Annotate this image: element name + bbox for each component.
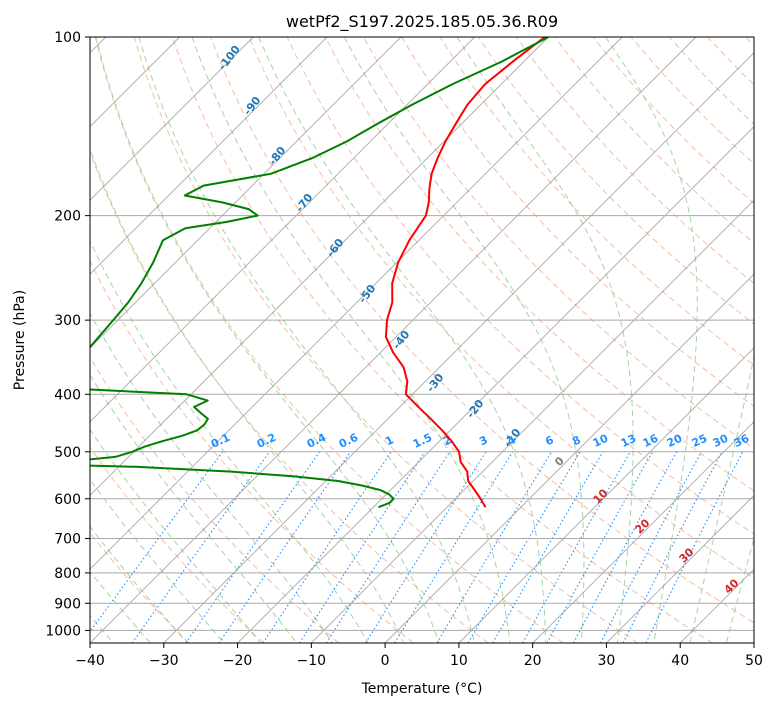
moist-adiabat bbox=[456, 37, 634, 643]
moist-adiabat bbox=[90, 478, 225, 643]
y-tick-label: 600 bbox=[54, 492, 81, 508]
mixing-ratio-line bbox=[436, 451, 553, 643]
y-tick-label: 800 bbox=[54, 566, 81, 582]
isotherm bbox=[90, 37, 402, 349]
mixing-ratio-label: 30 bbox=[711, 432, 731, 450]
dry-adiabat bbox=[401, 37, 754, 407]
y-tick-label: 300 bbox=[54, 313, 81, 329]
isotherm bbox=[458, 347, 754, 643]
mixing-ratio-label: 16 bbox=[641, 432, 661, 450]
isotherm bbox=[384, 273, 754, 643]
moist-adiabat bbox=[343, 37, 585, 643]
y-tick-label: 700 bbox=[54, 532, 81, 548]
isotherm bbox=[310, 199, 754, 643]
y-axis: 100 200 300 400 500 600 700 800 900 1000 bbox=[45, 30, 90, 639]
isotherm bbox=[163, 52, 754, 643]
profiles bbox=[90, 37, 549, 509]
mixing-ratio-line bbox=[131, 451, 271, 643]
moist-adiabat bbox=[90, 312, 333, 643]
dry-adiabat bbox=[90, 446, 265, 643]
dry-adiabat bbox=[516, 37, 754, 285]
moist-adiabat bbox=[258, 37, 547, 643]
dewpoint-profile bbox=[90, 37, 549, 509]
temperature-profile bbox=[384, 37, 546, 508]
x-tick-label: 50 bbox=[745, 653, 763, 669]
mixing-ratio-label: 20 bbox=[665, 432, 685, 450]
background-lines bbox=[90, 37, 754, 643]
y-tick-label: 400 bbox=[54, 387, 81, 403]
mixing-ratio-line bbox=[394, 451, 514, 643]
moist-adiabat bbox=[605, 37, 698, 643]
dry-adiabat bbox=[324, 37, 754, 492]
x-tick-label: 30 bbox=[598, 653, 616, 669]
x-axis: −40 −30 −20 −10 0 10 20 30 40 50 bbox=[75, 643, 763, 669]
x-tick-label: −10 bbox=[297, 653, 327, 669]
grid-lines bbox=[90, 37, 754, 643]
y-axis-label: Pressure (hPa) bbox=[12, 290, 28, 390]
x-axis-label: Temperature (°C) bbox=[361, 681, 483, 697]
moist-adiabat bbox=[94, 37, 440, 643]
mixing-ratio-line bbox=[492, 451, 604, 643]
isotherm bbox=[90, 37, 328, 275]
x-tick-label: 40 bbox=[671, 653, 689, 669]
mixing-ratio-line bbox=[365, 451, 487, 643]
x-tick-label: 0 bbox=[381, 653, 390, 669]
x-tick-label: −40 bbox=[75, 653, 105, 669]
y-tick-label: 100 bbox=[54, 30, 81, 46]
dry-adiabat bbox=[95, 37, 564, 643]
isotherm bbox=[237, 125, 754, 643]
mixing-ratio-line bbox=[218, 451, 351, 643]
y-tick-label: 1000 bbox=[45, 623, 81, 639]
mixing-ratio-label: 10 bbox=[591, 432, 611, 450]
moist-adiabat bbox=[191, 37, 511, 643]
dry-adiabat bbox=[630, 37, 754, 165]
moist-adiabat bbox=[90, 428, 261, 643]
isotherm bbox=[90, 37, 476, 423]
mixing-ratio-label: 36 bbox=[732, 432, 752, 450]
dry-adiabat bbox=[248, 37, 754, 579]
moist-adiabat bbox=[689, 353, 754, 643]
y-tick-label: 200 bbox=[54, 209, 81, 225]
isotherm bbox=[90, 37, 697, 643]
isotherm bbox=[90, 37, 623, 570]
mixing-ratio-line bbox=[522, 451, 631, 643]
isotherm bbox=[532, 421, 754, 643]
mixing-ratio-line bbox=[573, 451, 678, 643]
isotherm bbox=[90, 37, 254, 201]
isotherm bbox=[606, 494, 754, 643]
dry-adiabat bbox=[133, 37, 639, 643]
x-tick-label: −20 bbox=[223, 653, 253, 669]
mixing-ratio-line bbox=[185, 451, 321, 643]
x-tick-label: 20 bbox=[524, 653, 542, 669]
mixing-ratio-label: 25 bbox=[690, 432, 709, 450]
moist-adiabat bbox=[90, 147, 404, 643]
chart-title: wetPf2_S197.2025.185.05.36.R09 bbox=[286, 12, 558, 32]
y-tick-label: 900 bbox=[54, 596, 81, 612]
moist-adiabat bbox=[726, 536, 754, 643]
x-tick-label: 10 bbox=[450, 653, 468, 669]
mixing-ratio-line bbox=[467, 451, 581, 643]
moist-adiabat bbox=[90, 570, 151, 643]
mixing-ratio-label: 13 bbox=[619, 432, 638, 450]
moist-adiabat bbox=[138, 37, 475, 643]
moist-adiabat bbox=[90, 239, 369, 643]
plot-frame bbox=[89, 36, 755, 644]
moist-adiabat bbox=[90, 373, 297, 643]
x-tick-label: −30 bbox=[149, 653, 179, 669]
mixing-ratio-line bbox=[325, 451, 451, 643]
dry-adiabat bbox=[210, 37, 754, 624]
y-tick-label: 500 bbox=[54, 445, 81, 461]
